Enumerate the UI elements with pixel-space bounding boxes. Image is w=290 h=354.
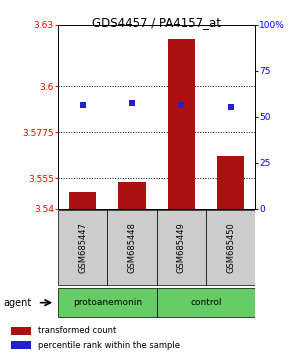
Text: GDS4457 / PA4157_at: GDS4457 / PA4157_at bbox=[92, 16, 221, 29]
Bar bbox=[69, 193, 96, 209]
Bar bbox=[11, 327, 31, 335]
Bar bbox=[168, 39, 195, 209]
Text: agent: agent bbox=[3, 298, 31, 308]
Text: GSM685447: GSM685447 bbox=[78, 222, 87, 273]
Bar bbox=[11, 341, 31, 349]
Text: GSM685449: GSM685449 bbox=[177, 222, 186, 273]
Bar bbox=[157, 210, 206, 285]
Bar bbox=[157, 288, 255, 317]
Bar bbox=[206, 210, 255, 285]
Text: control: control bbox=[190, 298, 222, 307]
Bar bbox=[58, 210, 107, 285]
Text: percentile rank within the sample: percentile rank within the sample bbox=[38, 341, 180, 350]
Text: transformed count: transformed count bbox=[38, 326, 116, 335]
Bar bbox=[118, 182, 146, 209]
Text: GSM685448: GSM685448 bbox=[127, 222, 137, 273]
Bar bbox=[217, 156, 244, 209]
Text: GSM685450: GSM685450 bbox=[226, 222, 235, 273]
Text: protoanemonin: protoanemonin bbox=[73, 298, 142, 307]
Bar bbox=[107, 210, 157, 285]
Bar bbox=[58, 288, 157, 317]
